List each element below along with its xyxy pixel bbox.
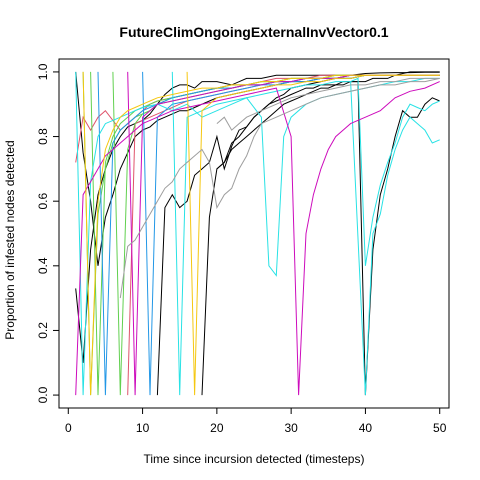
plot-frame	[58, 58, 450, 409]
series-line-15	[350, 77, 440, 266]
chart-title: FutureClimOngoingExternalInvVector0.1	[119, 24, 388, 40]
series-layer	[75, 71, 440, 396]
series-line-10	[112, 71, 440, 396]
series-line-13	[75, 71, 440, 396]
x-tick-label: 10	[136, 421, 150, 435]
x-axis-label: Time since incursion detected (timesteps…	[144, 452, 365, 466]
x-tick-label: 20	[210, 421, 224, 435]
series-line-1	[75, 71, 440, 363]
x-tick-label: 30	[284, 421, 298, 435]
y-tick-label: 0.6	[36, 193, 50, 210]
y-tick-label: 0.8	[36, 128, 50, 145]
series-line-19	[186, 71, 440, 396]
axes-layer: 0 10 20 30 40 50 0.0 0.2 0.4 0.6 0.8 1.0	[36, 63, 447, 435]
y-tick-label: 0.0	[36, 386, 50, 403]
x-tick-label: 0	[65, 421, 72, 435]
series-line-7	[127, 74, 440, 396]
y-tick-label: 0.2	[36, 322, 50, 339]
series-line-21	[216, 77, 440, 131]
series-line-17	[127, 71, 440, 396]
y-tick-label: 1.0	[36, 63, 50, 80]
series-line-3	[156, 74, 440, 396]
x-tick-label: 40	[359, 421, 373, 435]
y-tick-label: 0.4	[36, 257, 50, 274]
series-line-16	[75, 81, 440, 396]
series-line-20	[119, 77, 440, 299]
series-line-4	[201, 81, 440, 396]
series-line-6	[75, 74, 440, 163]
x-tick-label: 50	[433, 421, 447, 435]
y-axis-label: Proportion of infested nodes detected	[3, 140, 17, 339]
series-line-14	[171, 71, 440, 396]
